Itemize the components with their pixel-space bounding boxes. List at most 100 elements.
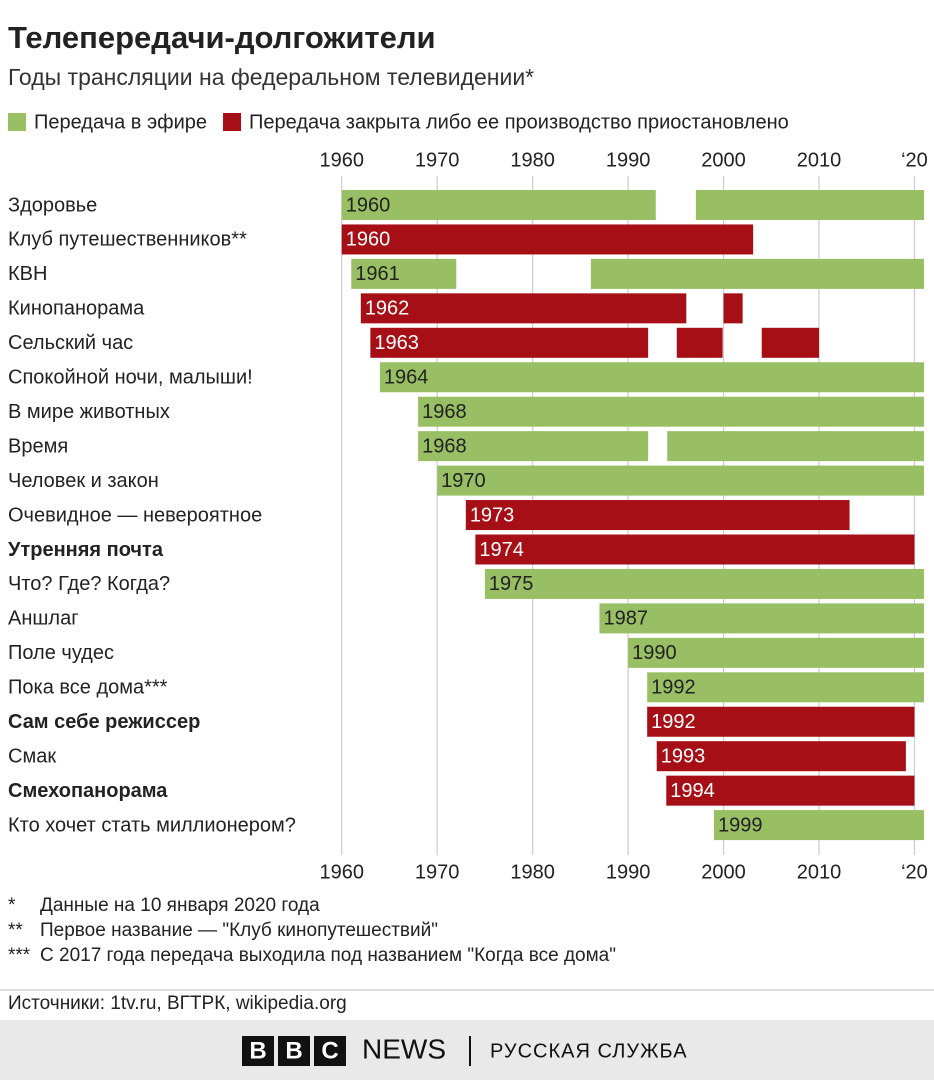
data-label: 1990 bbox=[632, 642, 677, 664]
data-label: 1994 bbox=[670, 780, 715, 802]
row-label: Клуб путешественников** bbox=[8, 229, 247, 251]
bar-segment bbox=[599, 603, 924, 634]
brand-letter: C bbox=[321, 1037, 338, 1064]
brand-letter: B bbox=[285, 1037, 302, 1064]
x-tick-label: 2000 bbox=[701, 149, 746, 171]
x-tick-label: 1970 bbox=[415, 861, 460, 883]
x-tick-label: ‘20 bbox=[901, 149, 928, 171]
bar-segment bbox=[656, 741, 906, 772]
bar-segment bbox=[341, 190, 656, 220]
chart-subtitle: Годы трансляции на федеральном телевиден… bbox=[8, 64, 534, 90]
bar-segment bbox=[647, 672, 924, 703]
x-tick-label: 1960 bbox=[319, 861, 364, 883]
row-label: Пока все дома*** bbox=[8, 677, 168, 699]
bar-segment bbox=[695, 190, 924, 220]
bar-segment bbox=[590, 258, 924, 289]
bar-segment bbox=[628, 637, 924, 668]
bar-segment bbox=[714, 810, 924, 841]
bar-segment bbox=[667, 431, 924, 462]
bar-segment bbox=[475, 534, 915, 565]
row-label: Поле чудес bbox=[8, 642, 114, 664]
brand-block bbox=[278, 1036, 310, 1066]
brand-letter: B bbox=[249, 1037, 266, 1064]
data-label: 1960 bbox=[346, 194, 391, 216]
x-tick-label: 2010 bbox=[797, 861, 842, 883]
data-label: 1961 bbox=[355, 263, 400, 285]
legend-swatch bbox=[8, 113, 26, 131]
brand-service: РУССКАЯ СЛУЖБА bbox=[490, 1040, 688, 1062]
row-label: КВН bbox=[8, 263, 47, 285]
bar-segment bbox=[647, 706, 915, 737]
bar-segment bbox=[418, 431, 649, 462]
row-label: Здоровье bbox=[8, 194, 97, 216]
data-label: 1993 bbox=[661, 745, 706, 767]
bar-segment bbox=[465, 500, 850, 531]
x-tick-label: 1980 bbox=[510, 149, 555, 171]
row-label: Очевидное — невероятное bbox=[8, 504, 262, 526]
x-tick-label: 1970 bbox=[415, 149, 460, 171]
note-text: Данные на 10 января 2020 года bbox=[40, 895, 320, 916]
chart-title: Телепередачи-долгожители bbox=[8, 20, 436, 55]
legend-label: Передача закрыта либо ее производство пр… bbox=[249, 111, 789, 133]
row-label: Аншлаг bbox=[8, 608, 79, 630]
bar-segment bbox=[351, 258, 457, 289]
x-tick-label: 1990 bbox=[606, 149, 651, 171]
data-label: 1968 bbox=[422, 401, 467, 423]
data-label: 1970 bbox=[441, 470, 486, 492]
data-label: 1992 bbox=[651, 711, 696, 733]
data-label: 1960 bbox=[346, 229, 391, 251]
row-label: В мире животных bbox=[8, 401, 170, 423]
footer-band bbox=[0, 1020, 934, 1080]
row-label: Смак bbox=[8, 745, 56, 767]
x-tick-label: 1990 bbox=[606, 861, 651, 883]
row-label: Время bbox=[8, 435, 68, 457]
legend-swatch bbox=[223, 113, 242, 131]
data-label: 1992 bbox=[651, 677, 696, 699]
x-tick-label: ‘20 bbox=[901, 861, 928, 883]
data-label: 1974 bbox=[479, 539, 524, 561]
data-label: 1962 bbox=[365, 298, 410, 320]
data-label: 1973 bbox=[470, 504, 515, 526]
bar-segment bbox=[676, 327, 723, 358]
row-label: Что? Где? Когда? bbox=[8, 573, 170, 595]
bar-segment bbox=[761, 327, 819, 358]
row-label: Кинопанорама bbox=[8, 298, 145, 320]
row-label: Кто хочет стать миллионером? bbox=[8, 814, 296, 836]
data-label: 1987 bbox=[603, 608, 648, 630]
bar-segment bbox=[341, 224, 754, 255]
note-mark: *** bbox=[8, 945, 31, 966]
bar-segment bbox=[484, 568, 924, 599]
row-label: Человек и закон bbox=[8, 470, 159, 492]
data-label: 1964 bbox=[384, 367, 429, 389]
bar-segment bbox=[723, 293, 743, 324]
row-label: Сам себе режиссер bbox=[8, 711, 200, 733]
row-label: Сельский час bbox=[8, 332, 133, 354]
bar-segment bbox=[370, 327, 649, 358]
bar-segment bbox=[379, 362, 925, 393]
brand-news: NEWS bbox=[362, 1033, 446, 1064]
bar-segment bbox=[360, 293, 687, 324]
brand-block bbox=[314, 1036, 346, 1066]
legend-label: Передача в эфире bbox=[34, 111, 207, 133]
row-label: Утренняя почта bbox=[8, 539, 164, 561]
bar-segment bbox=[418, 396, 924, 427]
note-text: С 2017 года передача выходила под назван… bbox=[40, 945, 616, 966]
bar-segment bbox=[666, 775, 915, 806]
x-tick-label: 2000 bbox=[701, 861, 746, 883]
data-label: 1975 bbox=[489, 573, 533, 595]
note-text: Первое название — "Клуб кинопутешествий" bbox=[40, 920, 438, 941]
x-tick-label: 1980 bbox=[510, 861, 555, 883]
x-tick-label: 1960 bbox=[319, 149, 364, 171]
note-mark: * bbox=[8, 895, 16, 916]
data-label: 1968 bbox=[422, 435, 467, 457]
brand-block bbox=[242, 1036, 274, 1066]
row-label: Спокойной ночи, малыши! bbox=[8, 367, 253, 389]
note-mark: ** bbox=[8, 920, 23, 941]
data-label: 1999 bbox=[718, 814, 763, 836]
source: Источники: 1tv.ru, ВГТРК, wikipedia.org bbox=[8, 993, 347, 1014]
row-label: Смехопанорама bbox=[8, 780, 168, 802]
bar-segment bbox=[437, 465, 924, 496]
data-label: 1963 bbox=[374, 332, 419, 354]
x-tick-label: 2010 bbox=[797, 149, 842, 171]
